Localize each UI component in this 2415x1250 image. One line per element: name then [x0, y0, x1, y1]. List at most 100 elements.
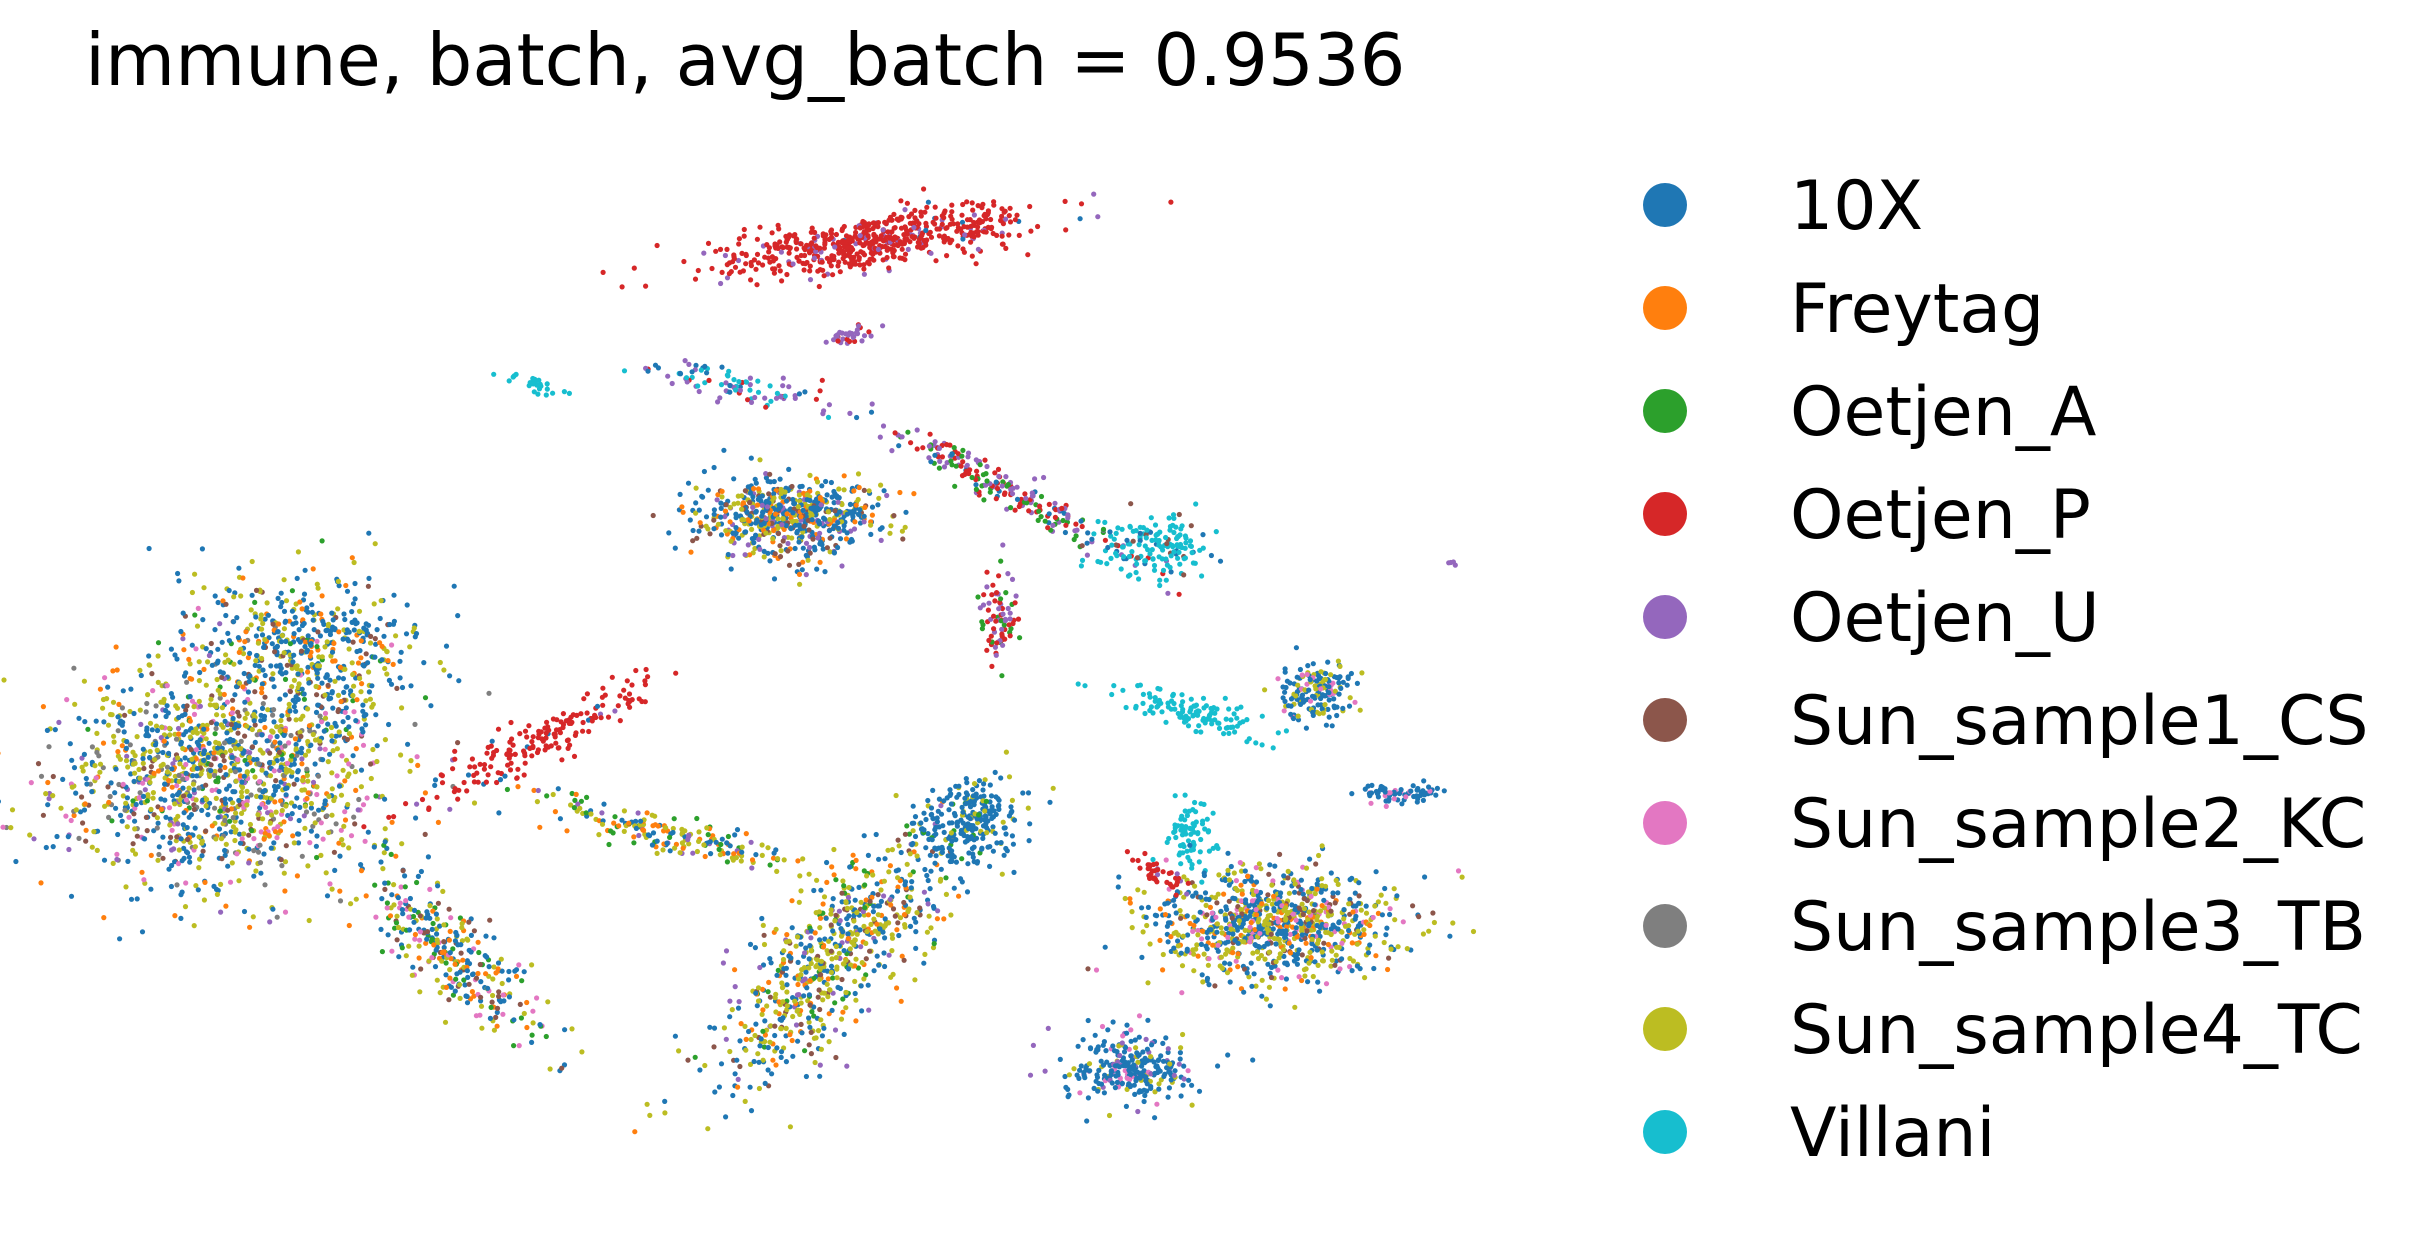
- data-point: [497, 777, 504, 783]
- data-point: [250, 757, 256, 763]
- data-point: [263, 804, 269, 811]
- data-point: [392, 925, 398, 931]
- data-point: [228, 721, 234, 728]
- data-point: [971, 222, 977, 228]
- data-point: [398, 649, 404, 655]
- data-point: [183, 770, 189, 776]
- data-point: [351, 559, 357, 566]
- data-point: [230, 697, 236, 703]
- data-point: [469, 989, 475, 995]
- data-point: [764, 504, 771, 510]
- data-point: [1078, 201, 1085, 207]
- data-point: [203, 796, 210, 803]
- data-point: [305, 664, 311, 670]
- data-point: [320, 618, 326, 625]
- data-point: [234, 851, 240, 857]
- data-point: [417, 929, 423, 935]
- data-point: [191, 787, 197, 793]
- data-point: [811, 975, 817, 981]
- data-point: [891, 211, 897, 217]
- data-point: [115, 728, 121, 734]
- data-point: [374, 758, 380, 765]
- data-point: [225, 807, 231, 813]
- data-point: [230, 789, 236, 795]
- data-point: [727, 504, 733, 510]
- data-point: [398, 752, 404, 758]
- data-point: [374, 627, 380, 633]
- data-point: [901, 957, 907, 963]
- data-point: [1047, 799, 1053, 805]
- data-point: [783, 498, 790, 504]
- data-point: [796, 539, 802, 545]
- data-point: [77, 809, 84, 815]
- chart-title: immune, batch, avg_batch = 0.9536: [85, 18, 1405, 102]
- data-point: [379, 657, 385, 663]
- data-point: [287, 688, 293, 695]
- data-point: [277, 696, 283, 702]
- data-point: [977, 220, 983, 226]
- data-point: [203, 782, 209, 788]
- data-point: [934, 815, 940, 821]
- data-point: [734, 1057, 740, 1063]
- data-point: [323, 674, 329, 681]
- data-point: [857, 240, 863, 246]
- data-point: [27, 832, 33, 838]
- data-point: [291, 652, 297, 658]
- data-point: [758, 522, 764, 528]
- data-point: [131, 710, 137, 717]
- data-point: [214, 712, 220, 718]
- data-point: [265, 707, 271, 713]
- data-point: [889, 217, 895, 223]
- data-point: [284, 662, 290, 668]
- data-point: [863, 940, 869, 947]
- data-point: [327, 677, 333, 683]
- data-point: [406, 914, 412, 920]
- data-point: [902, 524, 908, 530]
- data-point: [857, 927, 863, 933]
- data-point: [315, 723, 321, 729]
- data-point: [847, 946, 853, 952]
- data-point: [446, 997, 452, 1003]
- data-point: [808, 1029, 814, 1035]
- data-point: [230, 800, 236, 806]
- data-point: [868, 409, 875, 415]
- data-point: [294, 777, 300, 783]
- data-point: [310, 779, 317, 785]
- data-point: [316, 807, 322, 813]
- data-point: [251, 718, 257, 724]
- data-point: [153, 703, 159, 709]
- data-point: [350, 639, 356, 645]
- data-point: [718, 280, 724, 287]
- data-point: [422, 831, 428, 838]
- data-point: [1038, 493, 1045, 500]
- data-point: [524, 999, 530, 1006]
- data-point: [881, 878, 888, 884]
- data-point: [148, 852, 154, 859]
- data-point: [241, 831, 247, 837]
- data-point: [816, 987, 822, 993]
- data-point: [681, 258, 687, 265]
- data-point: [781, 526, 787, 533]
- data-point: [792, 522, 798, 528]
- data-point: [230, 815, 236, 821]
- data-point: [226, 587, 232, 594]
- data-point: [757, 457, 763, 463]
- data-point: [1002, 825, 1008, 831]
- data-point: [784, 271, 790, 278]
- data-point: [293, 741, 299, 748]
- data-point: [297, 599, 303, 605]
- data-point: [708, 851, 714, 857]
- data-point: [947, 787, 953, 793]
- data-point: [76, 835, 82, 842]
- data-point: [357, 648, 363, 654]
- data-point: [293, 717, 299, 723]
- data-point: [791, 506, 797, 512]
- data-point: [146, 545, 152, 552]
- data-point: [960, 447, 966, 453]
- data-point: [547, 1066, 553, 1072]
- data-point: [330, 748, 336, 754]
- data-point: [260, 667, 266, 673]
- data-point: [771, 478, 777, 485]
- data-point: [568, 714, 574, 720]
- data-point: [169, 766, 175, 772]
